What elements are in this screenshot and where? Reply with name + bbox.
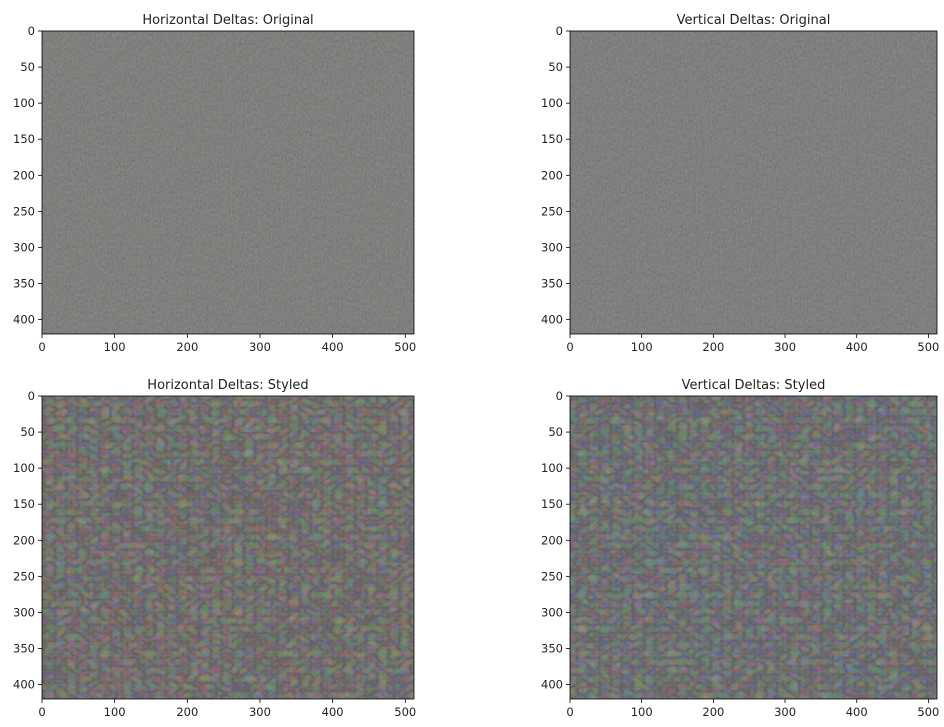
y-tick-label: 350 [13,642,35,656]
axes-title: Horizontal Deltas: Styled [147,378,308,393]
y-tick-label: 100 [13,461,35,475]
y-tick-label: 100 [541,96,563,110]
x-tick-label: 500 [394,340,416,354]
x-tick-label: 400 [846,340,868,354]
axes-frame [569,395,938,700]
x-tick-label: 300 [249,705,271,719]
y-tick-label: 300 [13,605,35,619]
image [42,396,414,699]
y-tick-label: 300 [13,240,35,254]
x-tick-label: 500 [394,705,416,719]
axes-title: Vertical Deltas: Original [677,13,831,28]
y-tick-label: 350 [13,277,35,291]
axes-frame [41,30,415,335]
x-tick-label: 500 [917,340,939,354]
x-tick-label: 0 [38,705,45,719]
y-tick-label: 200 [541,533,563,547]
y-tick-label: 0 [28,389,35,403]
y-tick-label: 0 [556,389,563,403]
x-tick-label: 0 [38,340,45,354]
axes-frame [569,30,938,335]
axes-title: Vertical Deltas: Styled [682,378,826,393]
y-tick-label: 350 [541,277,563,291]
axes-frame [41,395,415,700]
x-tick-label: 0 [566,340,573,354]
y-tick-label: 50 [548,60,563,74]
y-tick-label: 200 [13,533,35,547]
y-tick-label: 250 [13,204,35,218]
x-tick-label: 100 [104,705,126,719]
y-tick-label: 400 [541,313,563,327]
y-tick-label: 100 [13,96,35,110]
y-tick-label: 50 [20,60,35,74]
image [570,31,937,334]
x-tick-label: 100 [104,340,126,354]
y-tick-label: 0 [28,24,35,38]
x-tick-label: 0 [566,705,573,719]
y-tick-label: 300 [541,605,563,619]
y-tick-label: 250 [541,204,563,218]
x-tick-label: 200 [176,340,198,354]
y-tick-label: 200 [13,168,35,182]
y-tick-label: 250 [541,569,563,583]
x-tick-label: 200 [702,705,724,719]
y-tick-label: 250 [13,569,35,583]
y-tick-label: 350 [541,642,563,656]
y-tick-label: 150 [541,497,563,511]
x-tick-label: 300 [774,705,796,719]
image [570,396,937,699]
y-tick-label: 150 [541,132,563,146]
y-tick-label: 150 [13,132,35,146]
y-tick-label: 50 [20,425,35,439]
x-tick-label: 300 [249,340,271,354]
y-tick-label: 100 [541,461,563,475]
x-tick-label: 200 [702,340,724,354]
y-tick-label: 400 [541,678,563,692]
x-tick-label: 400 [846,705,868,719]
image [42,31,414,334]
y-tick-label: 150 [13,497,35,511]
axes-title: Horizontal Deltas: Original [142,13,313,28]
y-tick-label: 200 [541,168,563,182]
x-tick-label: 200 [176,705,198,719]
x-tick-label: 100 [631,340,653,354]
x-tick-label: 400 [322,340,344,354]
y-tick-label: 400 [13,313,35,327]
y-tick-label: 50 [548,425,563,439]
y-tick-label: 300 [541,240,563,254]
y-tick-label: 400 [13,678,35,692]
x-tick-label: 400 [322,705,344,719]
x-tick-label: 100 [631,705,653,719]
x-tick-label: 500 [917,705,939,719]
y-tick-label: 0 [556,24,563,38]
x-tick-label: 300 [774,340,796,354]
